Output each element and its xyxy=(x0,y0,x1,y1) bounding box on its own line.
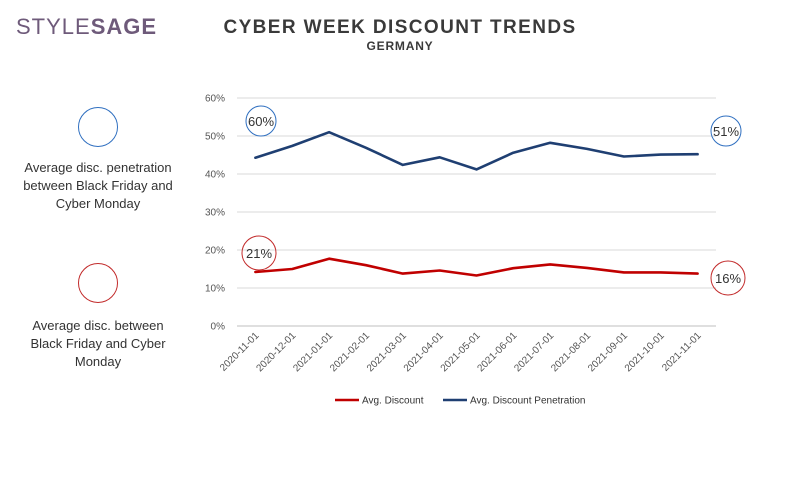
chart-grid xyxy=(237,97,716,327)
disc-first-callout: 21% xyxy=(246,246,272,261)
chart-callouts: 60% 51% 21% 16% xyxy=(241,105,746,296)
penetration-legend-text: Average disc. penetration between Black … xyxy=(23,160,173,211)
discount-legend-card: Average disc. between Black Friday and C… xyxy=(18,263,178,371)
x-axis-ticks: 2020-11-012020-12-012021-01-012021-02-01… xyxy=(218,330,704,374)
y-tick-label: 60% xyxy=(205,94,225,105)
pen-last-callout-circle xyxy=(710,115,742,147)
y-axis-ticks: 0% 10% 20% 30% 40% 50% 60% xyxy=(205,94,225,333)
penetration-circle-icon xyxy=(78,107,118,147)
pen-first-callout-circle xyxy=(245,105,277,137)
chart-title: CYBER WEEK DISCOUNT TRENDS xyxy=(223,17,577,38)
y-tick-label: 10% xyxy=(205,284,225,295)
pen-last-callout: 51% xyxy=(713,124,739,139)
chart-subtitle: GERMANY xyxy=(366,39,434,53)
brand-logo-part2: SAGE xyxy=(90,14,158,39)
discount-circle-icon xyxy=(78,263,118,303)
y-tick-label: 40% xyxy=(205,170,225,181)
penetration-legend-card: Average disc. penetration between Black … xyxy=(18,107,178,213)
y-tick-label: 20% xyxy=(205,246,225,257)
disc-last-callout-circle xyxy=(710,260,746,296)
disc-last-callout: 16% xyxy=(715,271,741,286)
pen-first-callout: 60% xyxy=(248,114,274,129)
x-tick-label: 2021-11-01 xyxy=(660,330,704,374)
chart-series xyxy=(254,130,699,277)
series-line-avg-discount-penetration xyxy=(254,130,699,171)
brand-logo: STYLESAGE xyxy=(16,14,157,40)
chart-legend: Avg. Discount Avg. Discount Penetration xyxy=(335,396,585,407)
disc-first-callout-circle xyxy=(241,235,277,271)
legend-label: Avg. Discount xyxy=(362,396,424,407)
y-tick-label: 50% xyxy=(205,132,225,143)
legend-label: Avg. Discount Penetration xyxy=(470,396,585,407)
y-tick-label: 30% xyxy=(205,208,225,219)
discount-legend-text: Average disc. between Black Friday and C… xyxy=(30,318,166,369)
y-tick-label: 0% xyxy=(211,322,226,333)
series-line-avg-discount xyxy=(254,257,699,277)
brand-logo-part1: STYLE xyxy=(16,14,91,39)
